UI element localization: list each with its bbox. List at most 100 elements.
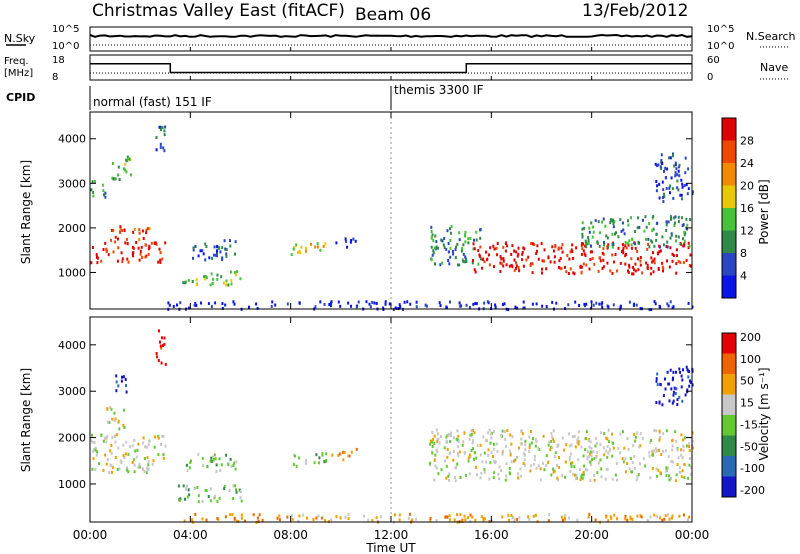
heatmap-cell: [493, 247, 496, 251]
colorbar-tick-label: 200: [740, 331, 761, 344]
heatmap-cell: [614, 253, 617, 256]
heatmap-cell: [138, 465, 141, 469]
heatmap-cell: [520, 437, 523, 441]
heatmap-cell: [590, 300, 593, 304]
heatmap-cell: [530, 242, 533, 245]
heatmap-cell: [568, 458, 571, 462]
heatmap-cell: [445, 247, 448, 251]
heatmap-cell: [670, 477, 672, 480]
heatmap-cell: [319, 248, 322, 252]
heatmap-cell: [106, 407, 109, 411]
heatmap-cell: [575, 246, 578, 250]
heatmap-cell: [637, 216, 640, 220]
heatmap-cell: [667, 455, 670, 459]
heatmap-cell: [608, 440, 610, 444]
heatmap-cell: [440, 238, 443, 242]
heatmap-cell: [454, 256, 457, 260]
heatmap-cell: [659, 245, 661, 249]
heatmap-cell: [117, 419, 120, 423]
heatmap-cell: [691, 431, 694, 435]
heatmap-cell: [584, 468, 587, 472]
heatmap-cell: [437, 432, 439, 436]
heatmap-cell: [606, 236, 609, 240]
heatmap-cell: [558, 259, 561, 263]
heatmap-cell: [466, 516, 469, 520]
heatmap-cell: [680, 453, 683, 457]
heatmap-cell: [662, 196, 664, 199]
colorbar-swatch: [722, 374, 736, 395]
heatmap-cell: [598, 256, 601, 260]
heatmap-cell: [691, 190, 694, 194]
heatmap-cell: [105, 249, 108, 253]
heatmap-cell: [188, 466, 191, 470]
heatmap-cell: [90, 439, 93, 443]
heatmap-cell: [688, 445, 690, 449]
heatmap-cell: [188, 493, 191, 497]
heatmap-cell: [547, 443, 550, 447]
heatmap-cell: [620, 229, 623, 233]
heatmap-cell: [648, 450, 651, 454]
heatmap-cell: [141, 229, 144, 233]
heatmap-cell: [655, 238, 658, 242]
heatmap-cell: [535, 466, 538, 470]
heatmap-cell: [568, 444, 571, 448]
heatmap-cell: [622, 246, 625, 250]
heatmap-cell: [192, 248, 195, 252]
heatmap-cell: [553, 455, 556, 459]
colorbar-tick-label: -100: [740, 462, 765, 475]
heatmap-cell: [128, 445, 131, 449]
heatmap-cell: [110, 451, 113, 455]
heatmap-cell: [540, 242, 543, 246]
heatmap-cell: [592, 303, 595, 307]
heatmap-cell: [224, 303, 227, 307]
heatmap-cell: [580, 445, 583, 449]
heatmap-cell: [442, 243, 445, 247]
heatmap-cell: [298, 301, 301, 305]
heatmap-cell: [435, 428, 438, 432]
heatmap-cell: [686, 368, 689, 372]
heatmap-cell: [535, 438, 537, 442]
heatmap-cell: [350, 239, 353, 242]
heatmap-cell: [518, 269, 521, 273]
heatmap-cell: [371, 519, 374, 523]
heatmap-cell: [493, 265, 495, 269]
heatmap-cell: [541, 271, 543, 275]
heatmap-cell: [533, 454, 536, 458]
heatmap-cell: [666, 167, 669, 171]
heatmap-cell: [457, 445, 460, 449]
heatmap-cell: [473, 268, 476, 272]
heatmap-cell: [610, 218, 612, 222]
heatmap-cell: [670, 387, 673, 391]
heatmap-cell: [487, 431, 490, 435]
heatmap-cell: [687, 301, 690, 305]
heatmap-cell: [455, 245, 457, 249]
heatmap-cell: [572, 472, 575, 476]
heatmap-cell: [117, 165, 120, 169]
heatmap-cell: [483, 470, 486, 474]
nsky-tick-high-left: 10^5: [52, 24, 79, 35]
heatmap-cell: [132, 254, 134, 258]
heatmap-cell: [577, 436, 580, 440]
heatmap-cell: [664, 469, 667, 473]
heatmap-cell: [587, 439, 590, 442]
heatmap-cell: [388, 302, 391, 306]
heatmap-cell: [114, 177, 117, 181]
heatmap-cell: [221, 256, 224, 260]
heatmap-cell: [651, 453, 654, 457]
heatmap-cell: [636, 250, 639, 253]
heatmap-cell: [641, 218, 644, 222]
heatmap-cell: [678, 367, 681, 371]
heatmap-cell: [679, 448, 682, 452]
heatmap-cell: [143, 469, 146, 473]
heatmap-cell: [215, 254, 218, 258]
heatmap-cell: [565, 270, 568, 274]
heatmap-cell: [439, 304, 442, 308]
heatmap-cell: [604, 224, 607, 228]
heatmap-cell: [594, 219, 597, 223]
heatmap-cell: [589, 450, 592, 454]
heatmap-cell: [523, 247, 526, 251]
nave-tick-low: 0: [707, 72, 713, 83]
heatmap-cell: [216, 249, 218, 253]
heatmap-cell: [577, 440, 580, 444]
